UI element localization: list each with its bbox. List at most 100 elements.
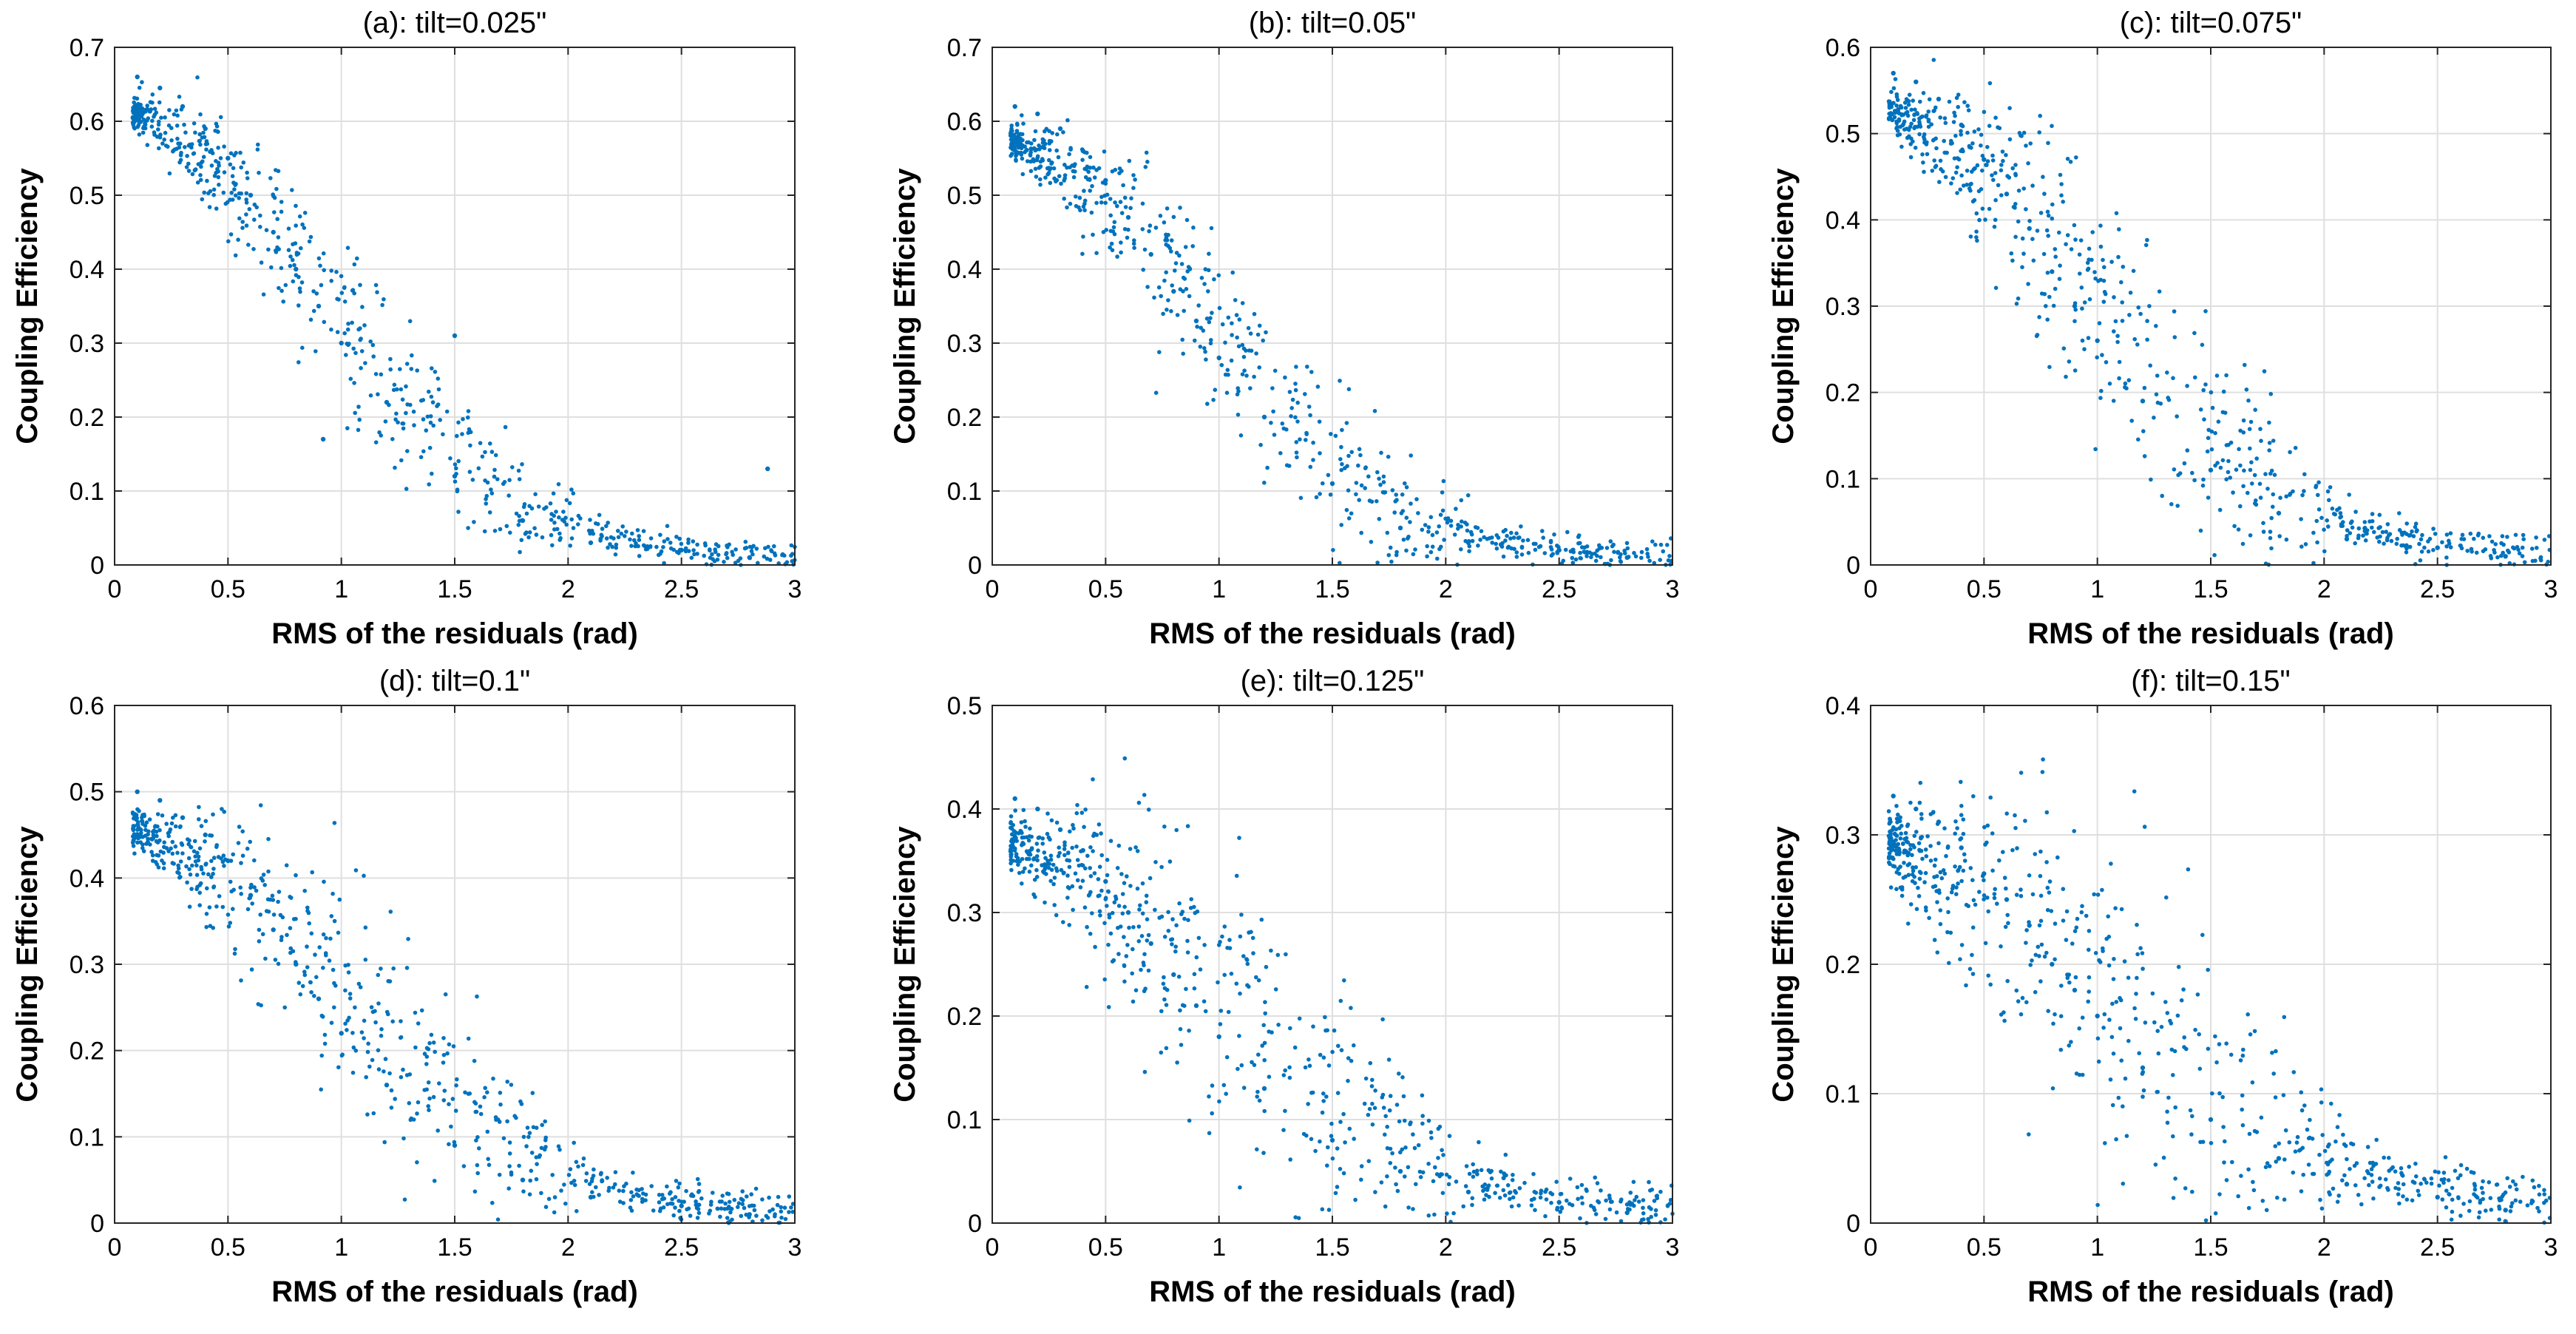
scatter-point <box>505 1119 509 1124</box>
scatter-point <box>2023 819 2027 823</box>
scatter-point <box>1283 1068 1287 1073</box>
scatter-point <box>309 990 313 995</box>
y-tick-label: 0.3 <box>947 330 982 358</box>
scatter-point <box>475 1135 480 1140</box>
scatter-point <box>2171 376 2175 381</box>
x-tick-label: 1 <box>1212 575 1226 603</box>
scatter-point <box>1416 511 1420 515</box>
scatter-point <box>1255 1089 1260 1094</box>
scatter-point <box>2240 541 2245 546</box>
scatter-point <box>2472 536 2476 541</box>
scatter-point <box>1500 541 1505 546</box>
scatter-point <box>394 411 399 416</box>
x-axis-label: RMS of the residuals (rad) <box>271 1276 638 1308</box>
scatter-point <box>1128 884 1133 888</box>
scatter-point <box>1117 166 1122 171</box>
scatter-point <box>2252 1029 2257 1034</box>
data-point <box>1959 122 1964 128</box>
scatter-point <box>661 545 665 549</box>
scatter-point <box>1908 155 1914 160</box>
scatter-point <box>1335 1185 1340 1189</box>
scatter-point <box>1475 1168 1479 1173</box>
scatter-point <box>1893 110 1897 115</box>
scatter-point <box>1241 354 1247 359</box>
scatter-point <box>376 1067 382 1071</box>
scatter-point <box>382 297 386 302</box>
scatter-point <box>275 217 280 222</box>
scatter-point <box>2080 306 2084 311</box>
scatter-point <box>725 1216 730 1220</box>
scatter-point <box>1532 1190 1537 1194</box>
scatter-point <box>1905 863 1911 867</box>
data-point <box>1171 288 1176 294</box>
x-tick-label: 1 <box>334 575 348 603</box>
scatter-point <box>1233 298 1238 302</box>
scatter-point <box>1509 530 1514 535</box>
scatter-point <box>1131 925 1136 930</box>
scatter-point <box>399 1074 404 1080</box>
scatter-point <box>1252 311 1257 316</box>
scatter-point <box>442 1088 447 1093</box>
scatter-point <box>1194 955 1199 960</box>
scatter-point <box>2123 381 2128 386</box>
scatter-point <box>1339 523 1343 527</box>
scatter-point <box>1320 1110 1325 1115</box>
scatter-point <box>455 1077 459 1082</box>
y-tick-label: 0.6 <box>70 692 104 720</box>
scatter-point <box>1207 251 1211 257</box>
scatter-point <box>1173 944 1178 949</box>
scatter-point <box>248 885 253 890</box>
scatter-point <box>2537 1192 2542 1197</box>
scatter-point <box>492 474 497 479</box>
scatter-point <box>2106 914 2110 919</box>
y-tick-label: 0 <box>1846 1210 1860 1238</box>
scatter-point <box>527 1192 532 1196</box>
scatter-point <box>140 80 144 84</box>
scatter-point <box>418 455 424 459</box>
scatter-point <box>160 813 165 818</box>
scatter-point <box>2238 504 2243 509</box>
scatter-point <box>696 1182 702 1186</box>
scatter-point <box>2055 855 2060 860</box>
scatter-point <box>1333 433 1338 439</box>
scatter-point <box>2064 909 2070 914</box>
scatter-point <box>228 197 232 202</box>
scatter-point <box>1304 432 1309 436</box>
chart-title: (b): tilt=0.05" <box>1249 7 1417 39</box>
data-point <box>2004 897 2010 902</box>
scatter-point <box>1148 876 1153 881</box>
scatter-point <box>410 353 414 358</box>
scatter-point <box>1009 858 1013 862</box>
scatter-point <box>1359 483 1364 488</box>
scatter-point <box>1292 1045 1298 1050</box>
scatter-point <box>1088 155 1093 160</box>
scatter-point <box>2087 297 2092 302</box>
scatter-point <box>1125 874 1129 878</box>
scatter-point <box>251 247 256 251</box>
scatter-point <box>1385 1145 1390 1151</box>
scatter-point <box>694 1202 699 1208</box>
scatter-point <box>2019 771 2024 775</box>
scatter-point <box>220 904 226 910</box>
scatter-point <box>1343 466 1347 470</box>
scatter-point <box>1357 498 1361 502</box>
scatter-point <box>377 430 382 435</box>
scatter-point <box>2335 1125 2340 1129</box>
scatter-point <box>319 1087 324 1092</box>
scatter-point <box>197 903 203 907</box>
scatter-point <box>1035 858 1040 863</box>
scatter-point <box>2269 468 2274 473</box>
x-axis-label: RMS of the residuals (rad) <box>271 617 638 650</box>
scatter-point <box>2342 1173 2347 1178</box>
scatter-point <box>1038 177 1043 182</box>
scatter-point <box>2271 492 2276 497</box>
scatter-point <box>1380 1017 1385 1022</box>
scatter-point <box>532 526 537 531</box>
scatter-point <box>1346 516 1352 521</box>
scatter-point <box>1494 546 1499 551</box>
scatter-point <box>525 1125 530 1130</box>
scatter-point <box>1456 527 1460 531</box>
scatter-point <box>1941 868 1946 873</box>
scatter-point <box>2327 1169 2332 1174</box>
scatter-point <box>1404 485 1409 490</box>
